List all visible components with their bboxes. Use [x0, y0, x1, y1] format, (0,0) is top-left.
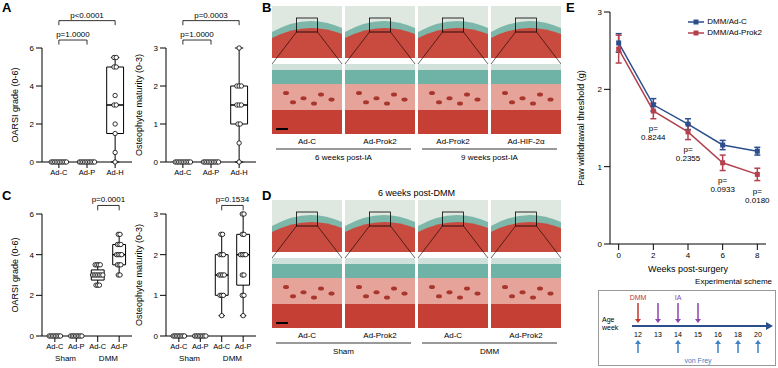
svg-text:8: 8	[755, 251, 760, 260]
svg-text:16: 16	[714, 331, 722, 338]
svg-text:Paw withdrawal threshold (g): Paw withdrawal threshold (g)	[576, 70, 586, 186]
svg-text:6: 6	[720, 251, 725, 260]
svg-text:Ad-P: Ad-P	[68, 342, 85, 351]
html-text:E: E	[566, 0, 575, 15]
svg-text:9 weeks post-IA: 9 weeks post-IA	[461, 153, 519, 162]
svg-text:OARSI grade (0-6): OARSI grade (0-6)	[10, 237, 20, 312]
svg-text:2: 2	[30, 291, 35, 300]
svg-text:Ad-H: Ad-H	[231, 168, 248, 177]
html-text:A: A	[2, 0, 12, 15]
svg-text:DMM: DMM	[99, 354, 118, 363]
svg-text:Weeks post-surgery: Weeks post-surgery	[648, 264, 728, 274]
svg-text:2: 2	[651, 251, 656, 260]
svg-text:Osteophyte maturity (0-3): Osteophyte maturity (0-3)	[134, 54, 144, 156]
svg-text:0: 0	[30, 158, 35, 167]
svg-text:1: 1	[154, 120, 159, 129]
svg-text:6: 6	[30, 210, 35, 219]
html-text:DMM/Ad-C: DMM/Ad-C	[707, 17, 747, 26]
svg-text:13: 13	[654, 331, 662, 338]
svg-text:p=0.1534: p=0.1534	[216, 195, 250, 204]
svg-text:2: 2	[30, 120, 35, 129]
html-text:C: C	[2, 188, 12, 203]
svg-text:p=0.0180: p=0.0180	[745, 187, 770, 205]
svg-text:Ad-Prok2: Ad-Prok2	[509, 331, 543, 340]
svg-text:3: 3	[154, 44, 159, 53]
svg-text:DMM: DMM	[480, 347, 499, 356]
svg-text:Ad-C: Ad-C	[444, 331, 462, 340]
svg-text:Sham: Sham	[179, 354, 200, 363]
html-text:B: B	[262, 0, 272, 15]
svg-text:DMM: DMM	[630, 294, 647, 301]
svg-text:Osteophyte maturity (0-3): Osteophyte maturity (0-3)	[134, 224, 144, 326]
svg-text:Ad-C: Ad-C	[46, 342, 64, 351]
html-text:D: D	[262, 188, 272, 203]
svg-text:Ad-C: Ad-C	[50, 168, 68, 177]
svg-text:Ad-P: Ad-P	[235, 342, 252, 351]
svg-text:4: 4	[30, 251, 35, 260]
svg-text:18: 18	[734, 331, 742, 338]
svg-text:Ad-C: Ad-C	[174, 168, 192, 177]
svg-text:p<0.0001: p<0.0001	[70, 11, 104, 20]
svg-text:1: 1	[154, 291, 159, 300]
svg-text:1: 1	[598, 163, 603, 172]
svg-text:Ad-P: Ad-P	[111, 342, 128, 351]
svg-text:Ad-P: Ad-P	[79, 168, 96, 177]
svg-text:OARSI grade (0-6): OARSI grade (0-6)	[10, 67, 20, 142]
svg-text:Ad-C: Ad-C	[213, 342, 231, 351]
svg-text:6: 6	[30, 44, 35, 53]
svg-text:p=0.8244: p=0.8244	[641, 124, 666, 142]
svg-text:15: 15	[694, 331, 702, 338]
svg-text:6 weeks post-IA: 6 weeks post-IA	[315, 153, 373, 162]
svg-text:p=0.0933: p=0.0933	[710, 176, 735, 194]
svg-text:p=0.2355: p=0.2355	[676, 145, 701, 163]
svg-text:Sham: Sham	[55, 354, 76, 363]
svg-text:4: 4	[686, 251, 691, 260]
svg-text:0: 0	[616, 251, 621, 260]
svg-text:p=0.0001: p=0.0001	[92, 195, 126, 204]
svg-text:IA: IA	[675, 294, 682, 301]
svg-text:Ad-H: Ad-H	[107, 168, 124, 177]
svg-text:2: 2	[154, 82, 159, 91]
svg-text:Ageweek: Ageweek	[601, 316, 619, 331]
svg-text:12: 12	[634, 331, 642, 338]
svg-text:14: 14	[674, 331, 682, 338]
svg-text:6 weeks post-DMM: 6 weeks post-DMM	[378, 188, 455, 198]
svg-text:p=0.0003: p=0.0003	[194, 11, 228, 20]
svg-text:Ad-P: Ad-P	[203, 168, 220, 177]
svg-text:Sham: Sham	[333, 347, 354, 356]
svg-text:DMM: DMM	[223, 354, 242, 363]
svg-text:von Frey: von Frey	[684, 357, 712, 365]
svg-text:Ad-HIF-2α: Ad-HIF-2α	[507, 137, 544, 146]
svg-text:Ad-Prok2: Ad-Prok2	[363, 331, 397, 340]
svg-text:2: 2	[598, 85, 603, 94]
html-text:Experimental scheme: Experimental scheme	[695, 277, 772, 286]
svg-text:0: 0	[154, 332, 159, 341]
svg-text:Ad-Prok2: Ad-Prok2	[363, 137, 397, 146]
svg-text:p=1.0000: p=1.0000	[180, 30, 214, 39]
svg-text:Ad-C: Ad-C	[170, 342, 188, 351]
svg-text:3: 3	[154, 210, 159, 219]
svg-text:0: 0	[598, 240, 603, 249]
svg-text:4: 4	[30, 82, 35, 91]
svg-text:Ad-C: Ad-C	[298, 137, 316, 146]
svg-text:Ad-C: Ad-C	[298, 331, 316, 340]
svg-text:2: 2	[154, 251, 159, 260]
svg-text:0: 0	[154, 158, 159, 167]
svg-text:Ad-C: Ad-C	[89, 342, 107, 351]
svg-text:0: 0	[30, 332, 35, 341]
svg-text:3: 3	[598, 8, 603, 17]
svg-text:Ad-Prok2: Ad-Prok2	[436, 137, 470, 146]
svg-text:p=1.0000: p=1.0000	[56, 30, 90, 39]
svg-text:Ad-P: Ad-P	[192, 342, 209, 351]
html-text:DMM/Ad-Prok2: DMM/Ad-Prok2	[707, 28, 762, 37]
svg-text:20: 20	[754, 331, 762, 338]
